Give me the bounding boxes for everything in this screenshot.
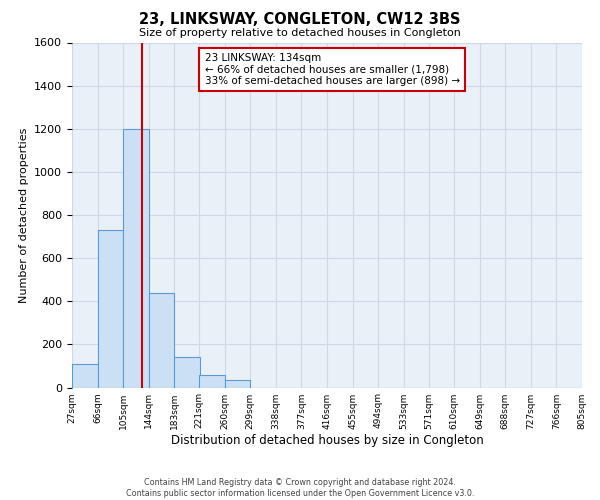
Text: 23 LINKSWAY: 134sqm
← 66% of detached houses are smaller (1,798)
33% of semi-det: 23 LINKSWAY: 134sqm ← 66% of detached ho…	[205, 53, 460, 86]
Bar	[199, 374, 225, 388]
Bar	[225, 380, 250, 388]
Bar	[174, 358, 200, 388]
X-axis label: Distribution of detached houses by size in Congleton: Distribution of detached houses by size …	[170, 434, 484, 448]
Text: 23, LINKSWAY, CONGLETON, CW12 3BS: 23, LINKSWAY, CONGLETON, CW12 3BS	[139, 12, 461, 28]
Y-axis label: Number of detached properties: Number of detached properties	[19, 128, 29, 302]
Bar	[72, 364, 98, 388]
Bar	[149, 292, 174, 388]
Bar	[98, 230, 123, 388]
Text: Contains HM Land Registry data © Crown copyright and database right 2024.
Contai: Contains HM Land Registry data © Crown c…	[126, 478, 474, 498]
Text: Size of property relative to detached houses in Congleton: Size of property relative to detached ho…	[139, 28, 461, 38]
Bar	[123, 128, 149, 388]
